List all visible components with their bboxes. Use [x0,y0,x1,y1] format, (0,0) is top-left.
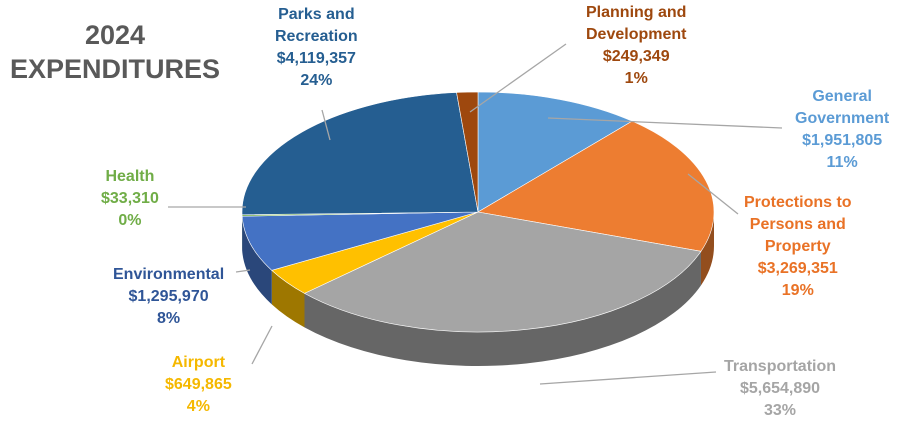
label-health: Health $33,310 0% [101,166,159,232]
title-line-year: 2024 [84,20,146,50]
leader-lines [168,43,783,385]
chart-title: 2024 EXPENDITURES [0,18,230,86]
label-name-line: Health [105,168,155,185]
label-name-line: Persons and [749,216,846,233]
leader-line-parks-and-recreation [321,109,331,141]
label-percent: 8% [157,310,181,327]
label-value: $1,951,805 [802,132,883,149]
slice-transportation [303,211,702,333]
label-value: $1,295,970 [128,288,209,305]
label-percent: 11% [826,154,858,171]
slice-protections-to-persons-and-property [477,120,715,252]
slice-side-transportation [304,251,701,366]
leader-line-planning-and-development [469,43,567,113]
label-name-line: General [812,88,872,105]
slice-parks-and-recreation [241,92,479,216]
leader-line-transportation [539,371,717,385]
label-airport: Airport $649,865 4% [165,352,232,418]
leader-line-general-government [547,117,783,129]
label-transportation: Transportation $5,654,890 33% [724,356,836,422]
pie-top-layer [241,91,715,333]
label-name-line: Recreation [275,28,358,45]
leader-line-environmental [235,269,251,273]
slice-environmental [241,211,479,271]
label-name-line: Airport [171,354,226,371]
pie-side-layer [242,212,714,366]
label-name-line: Development [586,26,687,43]
label-environmental: Environmental $1,295,970 8% [113,264,224,330]
label-name-line: Transportation [724,358,837,375]
label-name-line: Planning and [586,4,687,21]
label-parks-and-recreation: Parks and Recreation $4,119,357 24% [275,4,358,92]
label-value: $3,269,351 [757,260,838,277]
label-percent: 19% [781,282,814,299]
label-protections-to-persons-and-property: Protections to Persons and Property $3,269,… [744,192,852,302]
label-value: $249,349 [602,48,670,65]
label-value: $33,310 [101,190,159,207]
leader-line-protections-to-persons-and-property [687,173,739,215]
label-name-line: Protections to [744,194,852,211]
label-name-line: Government [795,110,890,127]
label-name-line: Parks and [278,6,355,23]
leader-line-airport [251,325,273,365]
label-general-government: General Government $1,951,805 11% [795,86,889,174]
label-value: $4,119,357 [276,50,356,67]
slice-side-protections-to-persons-and-property [700,212,714,286]
label-percent: 1% [624,70,648,87]
slice-side-environmental [242,216,272,305]
label-value: $649,865 [165,376,232,393]
label-percent: 33% [763,402,797,419]
label-percent: 0% [118,212,142,229]
label-percent: 24% [300,72,333,89]
title-line-main: EXPENDITURES [9,54,221,84]
slice-planning-and-development [456,91,479,213]
slice-side-airport [271,270,305,328]
label-percent: 4% [186,398,210,415]
label-value: $5,654,890 [739,380,821,397]
label-name-line: Environmental [113,266,225,283]
slice-general-government [477,91,633,213]
label-planning-and-development: Planning and Development $249,349 1% [586,2,686,90]
label-name-line: Property [764,238,831,255]
